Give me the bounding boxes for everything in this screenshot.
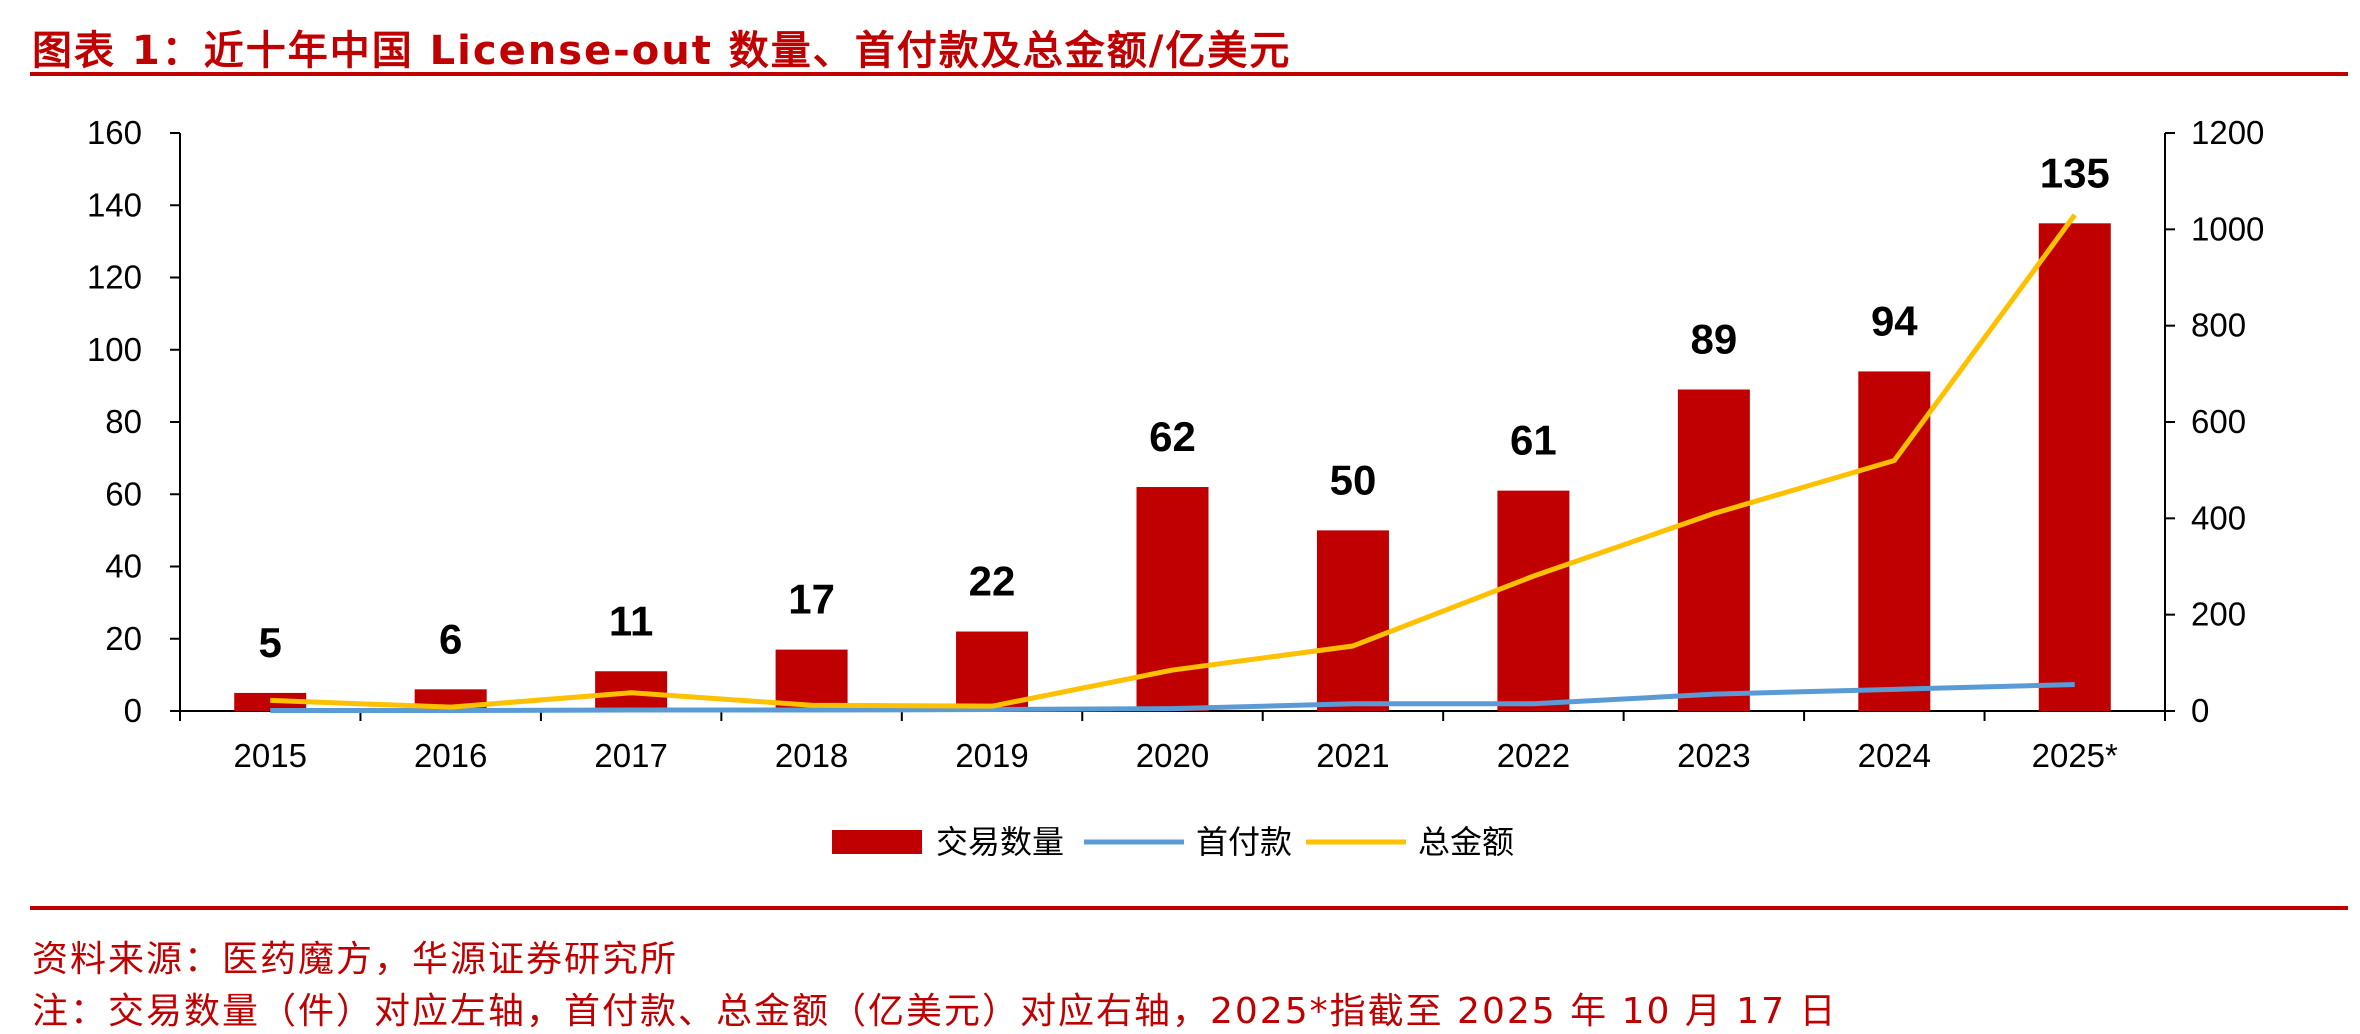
- left-axis-tick-label: 120: [87, 259, 142, 296]
- right-axis-tick-label: 400: [2191, 499, 2246, 536]
- x-axis-tick-label: 2017: [594, 737, 667, 774]
- x-axis-tick-label: 2025*: [2032, 737, 2118, 774]
- x-axis-tick-label: 2015: [234, 737, 307, 774]
- data-label-2015: 5: [259, 619, 282, 666]
- x-axis-tick-label: 2023: [1677, 737, 1750, 774]
- x-axis-tick-label: 2020: [1136, 737, 1209, 774]
- bar-2018: [775, 649, 848, 711]
- left-axis-tick-label: 160: [87, 114, 142, 151]
- left-axis-tick-label: 60: [105, 475, 142, 512]
- legend-label-upfront: 首付款: [1196, 823, 1292, 861]
- data-label-2024: 94: [1871, 297, 1918, 344]
- bar-2025*: [2038, 223, 2111, 711]
- x-axis-tick-label: 2018: [775, 737, 848, 774]
- right-axis-tick-label: 200: [2191, 596, 2246, 633]
- bar-2019: [956, 631, 1029, 711]
- legend-label-total: 总金额: [1418, 823, 1514, 861]
- data-label-2016: 6: [439, 615, 462, 662]
- chart-axes: 0 20 40 60 80 100 120 140 160 0 200 400 600 800 1000 12…: [87, 114, 2264, 774]
- data-label-2022: 61: [1510, 417, 1557, 464]
- right-axis-tick-label: 0: [2191, 692, 2209, 729]
- bar-2021: [1316, 530, 1389, 711]
- right-axis-tick-label: 1000: [2191, 210, 2264, 247]
- data-label-2018: 17: [788, 576, 835, 623]
- left-axis-tick-label: 100: [87, 331, 142, 368]
- bar-2022: [1497, 490, 1570, 711]
- data-label-2021: 50: [1330, 456, 1377, 503]
- right-axis-tick-label: 600: [2191, 403, 2246, 440]
- data-labels: 5 6 11 17 22 62 50 61 89 94 135: [259, 149, 2110, 666]
- data-label-2019: 22: [969, 558, 1016, 605]
- left-axis-tick-label: 40: [105, 548, 142, 585]
- figure-title: 图表 1：近十年中国 License-out 数量、首付款及总金额/亿美元: [32, 28, 1292, 74]
- legend-swatch-bar: [832, 830, 922, 854]
- x-axis-tick-label: 2021: [1316, 737, 1389, 774]
- x-axis-tick-label: 2022: [1497, 737, 1570, 774]
- data-label-2017: 11: [609, 597, 653, 644]
- line-total: [270, 213, 2077, 710]
- data-label-2020: 62: [1149, 413, 1196, 460]
- left-axis-tick-label: 140: [87, 186, 142, 223]
- bar-2023: [1677, 389, 1750, 711]
- x-axis-tick-label: 2016: [414, 737, 487, 774]
- right-axis-tick-label: 1200: [2191, 114, 2264, 151]
- title-rule: [30, 72, 2348, 76]
- data-label-2025*: 135: [2040, 149, 2110, 196]
- x-axis-tick-label: 2019: [955, 737, 1028, 774]
- source-note: 资料来源：医药魔方，华源证券研究所: [32, 939, 679, 980]
- data-label-2023: 89: [1691, 315, 1738, 362]
- footer-rule: [30, 906, 2348, 910]
- footnote: 注：交易数量（件）对应左轴，首付款、总金额（亿美元）对应右轴，2025*指截至 …: [32, 991, 1838, 1032]
- bar-series: [234, 223, 2111, 711]
- left-axis-tick-label: 0: [124, 692, 142, 729]
- line-series: [270, 213, 2077, 714]
- x-axis-tick-label: 2024: [1858, 737, 1931, 774]
- legend-label-count: 交易数量: [936, 823, 1064, 861]
- left-axis-tick-label: 20: [105, 620, 142, 657]
- right-axis-tick-label: 800: [2191, 307, 2246, 344]
- chart-legend: 交易数量 首付款 总金额: [832, 823, 1514, 861]
- line-upfront: [270, 682, 2075, 714]
- left-axis-tick-label: 80: [105, 403, 142, 440]
- license-out-chart: 0 20 40 60 80 100 120 140 160 0 200 400 600 800 1000 12…: [87, 114, 2264, 861]
